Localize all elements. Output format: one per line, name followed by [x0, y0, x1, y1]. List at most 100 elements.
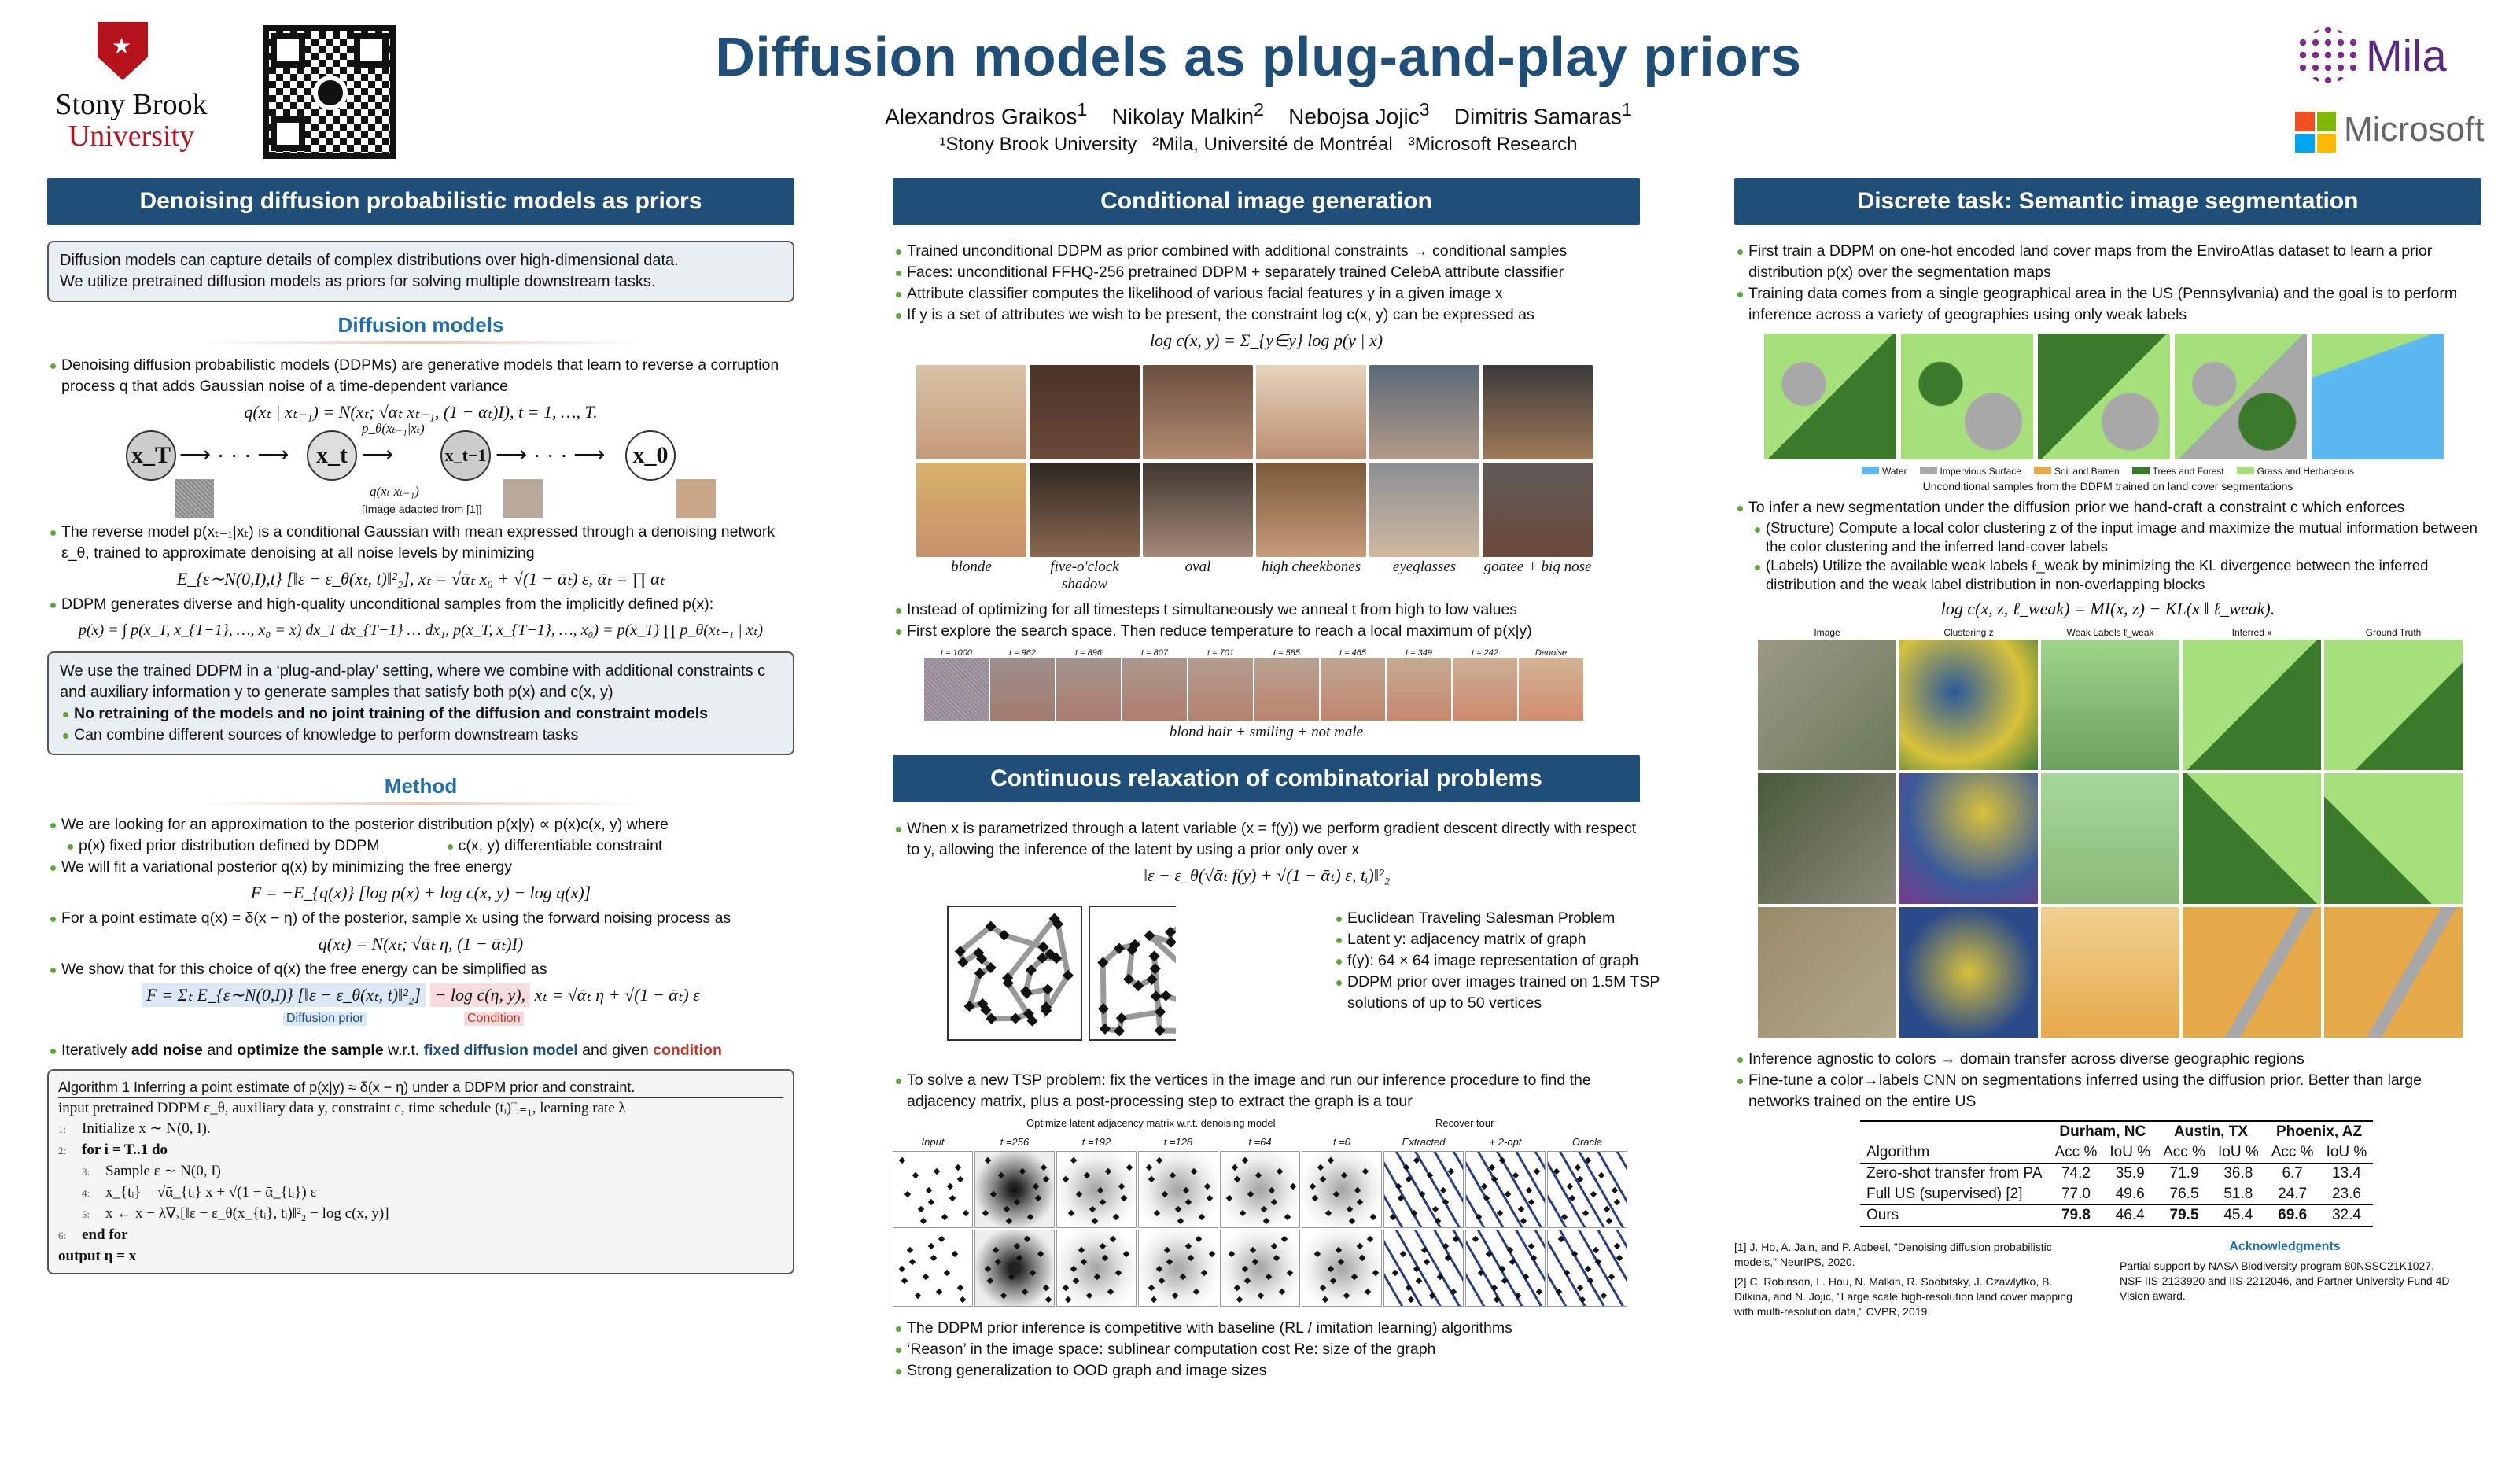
bullet: If y is a set of attributes we wish to b…: [893, 304, 1640, 326]
face-image: [1256, 365, 1366, 459]
column-ddpm-priors: Denoising diffusion probabilistic models…: [47, 178, 794, 1274]
segmentation-column-labels: Image Clustering z Weak Labels ℓ_weak Infer…: [1758, 627, 2481, 638]
mila-logo: Mila: [2297, 24, 2478, 94]
segmentation-cell: [1758, 907, 1896, 1038]
segmentation-cell: [2183, 640, 2321, 770]
tsp-result-cell: [1465, 1151, 1546, 1228]
tsp-result-cell: [1138, 1230, 1218, 1307]
land-cover-sample: [1901, 334, 2033, 459]
face-image: [1030, 463, 1140, 557]
table-row: Ours 79.8 46.4 79.5 45.4 69.6 32.4: [1860, 1204, 2374, 1226]
author: Nebojsa Jojic: [1288, 104, 1420, 129]
bullet: We are looking for an approximation to t…: [47, 814, 794, 835]
attribute-label: high cheekbones: [1261, 559, 1361, 575]
bullet: Denoising diffusion probabilistic models…: [47, 355, 794, 397]
github-icon: [313, 76, 348, 110]
face-image: [1143, 463, 1253, 557]
bullet: When x is parametrized through a latent …: [893, 818, 1640, 861]
tsp-column-label: Oracle: [1571, 1136, 1603, 1148]
diffusion-prior-tag: Diffusion prior: [283, 1012, 367, 1026]
tsp-example-graphs: [947, 906, 1176, 1041]
annealing-step: t = 465: [1321, 648, 1385, 721]
land-cover-sample: [2312, 334, 2444, 459]
tsp-column-label: Extracted: [1402, 1136, 1446, 1148]
face-grid: [916, 365, 1640, 557]
land-cover-sample: [2175, 334, 2307, 459]
reference: [2] C. Robinson, L. Hou, N. Malkin, R. S…: [1734, 1275, 2072, 1318]
tsp-result-cell: [1547, 1151, 1627, 1228]
segmentation-cell: [2041, 907, 2179, 1038]
segmentation-cell: [1899, 907, 2038, 1038]
intro-box: Diffusion models can capture details of …: [47, 241, 794, 302]
face-image: [1483, 463, 1593, 557]
equation: log c(x, z, ℓ_weak) = MI(x, z) − KL(x ‖ …: [1940, 599, 2275, 618]
stony-brook-logo: ★ Stony Brook University: [41, 22, 214, 156]
equation: p(x) = ∫ p(x_T, x_{T−1}, …, x₀ = x) dx_T…: [78, 622, 764, 639]
segmentation-cell: [2324, 907, 2463, 1038]
free-energy-equation: F = Σₜ E_{ε∼N(0,I)} [‖ε − ε_θ(xₜ, t)‖²₂]…: [47, 983, 794, 1007]
segmentation-column-label: Clustering z: [1943, 627, 1994, 638]
condition-tag: Condition: [464, 1012, 524, 1026]
sub-bullet: (Structure) Compute a local color cluste…: [1734, 518, 2481, 556]
tsp-column-label: t =192: [1081, 1136, 1111, 1148]
land-cover-sample: [2038, 334, 2170, 459]
markov-chain-diagram: x_T ⟶ · · · ⟶ x_t ⟶ p_θ(xₜ₋₁|xₜ) q(xₜ|xₜ…: [47, 421, 794, 522]
annealing-step: Denoise: [1519, 648, 1583, 721]
qr-code-icon[interactable]: [263, 25, 396, 159]
equation: F = −E_{q(x)} [log p(x) + log c(x, y) − …: [250, 883, 591, 902]
segmentation-cell: [2183, 907, 2321, 1038]
unconditional-samples: [1764, 334, 2481, 459]
legend-entry: Water: [1861, 466, 1907, 477]
chain-node: x_0: [625, 430, 676, 481]
annealing-step: t = 242: [1453, 648, 1517, 721]
tsp-column-label: + 2-opt: [1489, 1136, 1522, 1148]
annealing-step: t = 585: [1254, 648, 1319, 721]
segmentation-cell: [2041, 773, 2179, 904]
sub-bullet: (Labels) Utilize the available weak labe…: [1734, 556, 2481, 594]
segmentation-column-label: Image: [1814, 627, 1840, 638]
legend-entry: Trees and Forest: [2131, 466, 2224, 477]
section-title: Continuous relaxation of combinatorial p…: [893, 755, 1640, 802]
annealing-step: t = 896: [1056, 648, 1121, 721]
bullet: The DDPM prior inference is competitive …: [893, 1318, 1640, 1339]
annealing-step: t = 962: [990, 648, 1055, 721]
ack-title: Acknowledgments: [2229, 1240, 2341, 1253]
face-image: [1143, 365, 1253, 459]
affiliations: ¹Stony Brook University ²Mila, Universit…: [939, 134, 1578, 155]
face-thumbnail: [503, 479, 543, 518]
face-image: [1030, 365, 1140, 459]
segmentation-column-label: Weak Labels ℓ_weak: [2066, 627, 2154, 638]
tsp-result-cell: [1302, 1151, 1382, 1228]
tsp-column-label: t =256: [1000, 1136, 1030, 1148]
table-row: Zero-shot transfer from PA 74.2 35.9 71.9 36…: [1866, 1165, 2361, 1182]
face-image: [1256, 463, 1366, 557]
segmentation-cell: [1758, 773, 1896, 904]
legend-entry: Soil and Barren: [2033, 466, 2120, 477]
segmentation-cell: [2324, 640, 2463, 770]
author: Alexandros Graikos: [885, 104, 1078, 129]
poster-title: Diffusion models as plug-and-play priors: [715, 26, 1802, 87]
algorithm-box: Algorithm 1 Inferring a point estimate o…: [47, 1069, 794, 1274]
segmentation-column-label: Ground Truth: [2365, 627, 2422, 638]
tsp-result-cell: [1383, 1151, 1464, 1228]
sub-bullet: p(x) fixed prior distribution defined by…: [47, 835, 380, 857]
bullet: Strong generalization to OOD graph and i…: [893, 1360, 1640, 1381]
author: Nikolay Malkin: [1111, 104, 1254, 129]
bullet: Attribute classifier computes the likeli…: [893, 283, 1640, 304]
tsp-result-cell: [1465, 1230, 1546, 1307]
chain-node: x_T: [126, 430, 176, 481]
bullet: First train a DDPM on one-hot encoded la…: [1734, 241, 2481, 283]
chain-node: x_t: [307, 430, 357, 481]
bullet: Euclidean Traveling Salesman Problem: [1333, 908, 1671, 929]
bullet: ‘Reason’ in the image space: sublinear c…: [893, 1339, 1640, 1360]
column-segmentation: Discrete task: Semantic image segmentati…: [1734, 178, 2481, 1319]
tsp-result-cell: [893, 1230, 973, 1307]
bullet: We show that for this choice of q(x) the…: [47, 959, 794, 980]
tsp-result-cell: [1056, 1230, 1137, 1307]
land-cover-legend: Water Impervious Surface Soil and Barren Tr…: [1734, 466, 2481, 477]
segmentation-cell: [2183, 773, 2321, 904]
tsp-result-cell: [1138, 1151, 1218, 1228]
annealing-step: t = 349: [1387, 648, 1451, 721]
bullet: f(y): 64 × 64 image representation of gr…: [1333, 950, 1671, 972]
tsp-result-cell: [1056, 1151, 1137, 1228]
